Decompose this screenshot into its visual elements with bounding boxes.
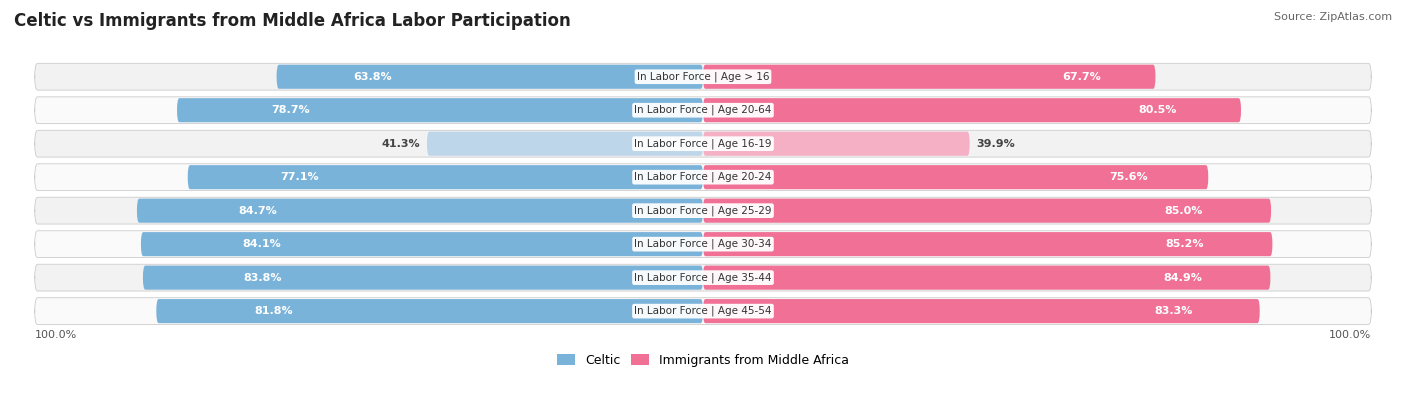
Text: In Labor Force | Age 30-34: In Labor Force | Age 30-34 — [634, 239, 772, 249]
Text: 83.3%: 83.3% — [1154, 306, 1192, 316]
FancyBboxPatch shape — [35, 164, 1371, 190]
Text: 100.0%: 100.0% — [35, 329, 77, 340]
Text: In Labor Force | Age 45-54: In Labor Force | Age 45-54 — [634, 306, 772, 316]
FancyBboxPatch shape — [35, 298, 1371, 325]
FancyBboxPatch shape — [141, 232, 703, 256]
Text: 81.8%: 81.8% — [254, 306, 294, 316]
FancyBboxPatch shape — [703, 299, 1260, 323]
FancyBboxPatch shape — [703, 165, 1208, 189]
Text: 84.7%: 84.7% — [239, 206, 277, 216]
Text: In Labor Force | Age 20-24: In Labor Force | Age 20-24 — [634, 172, 772, 182]
Text: In Labor Force | Age 25-29: In Labor Force | Age 25-29 — [634, 205, 772, 216]
Text: In Labor Force | Age > 16: In Labor Force | Age > 16 — [637, 71, 769, 82]
FancyBboxPatch shape — [35, 197, 1371, 224]
FancyBboxPatch shape — [35, 130, 1371, 157]
FancyBboxPatch shape — [35, 97, 1371, 124]
FancyBboxPatch shape — [427, 132, 703, 156]
FancyBboxPatch shape — [703, 65, 1156, 89]
Text: In Labor Force | Age 20-64: In Labor Force | Age 20-64 — [634, 105, 772, 115]
Text: 75.6%: 75.6% — [1109, 172, 1147, 182]
Text: Source: ZipAtlas.com: Source: ZipAtlas.com — [1274, 12, 1392, 22]
Text: 85.0%: 85.0% — [1164, 206, 1204, 216]
Text: 77.1%: 77.1% — [280, 172, 319, 182]
Text: 63.8%: 63.8% — [353, 72, 392, 82]
FancyBboxPatch shape — [188, 165, 703, 189]
FancyBboxPatch shape — [703, 199, 1271, 223]
FancyBboxPatch shape — [35, 264, 1371, 291]
FancyBboxPatch shape — [703, 232, 1272, 256]
FancyBboxPatch shape — [136, 199, 703, 223]
FancyBboxPatch shape — [35, 63, 1371, 90]
Text: 83.8%: 83.8% — [243, 273, 283, 283]
Text: 39.9%: 39.9% — [976, 139, 1015, 149]
Text: 84.1%: 84.1% — [242, 239, 281, 249]
FancyBboxPatch shape — [703, 132, 970, 156]
FancyBboxPatch shape — [277, 65, 703, 89]
Text: 80.5%: 80.5% — [1137, 105, 1177, 115]
FancyBboxPatch shape — [703, 265, 1271, 290]
FancyBboxPatch shape — [156, 299, 703, 323]
FancyBboxPatch shape — [35, 231, 1371, 258]
Text: 78.7%: 78.7% — [271, 105, 311, 115]
Text: In Labor Force | Age 16-19: In Labor Force | Age 16-19 — [634, 139, 772, 149]
Text: 41.3%: 41.3% — [382, 139, 420, 149]
Text: 85.2%: 85.2% — [1166, 239, 1204, 249]
Text: 67.7%: 67.7% — [1063, 72, 1101, 82]
FancyBboxPatch shape — [143, 265, 703, 290]
Text: 100.0%: 100.0% — [1329, 329, 1371, 340]
Text: In Labor Force | Age 35-44: In Labor Force | Age 35-44 — [634, 273, 772, 283]
Text: 84.9%: 84.9% — [1163, 273, 1202, 283]
Legend: Celtic, Immigrants from Middle Africa: Celtic, Immigrants from Middle Africa — [557, 354, 849, 367]
Text: Celtic vs Immigrants from Middle Africa Labor Participation: Celtic vs Immigrants from Middle Africa … — [14, 12, 571, 30]
FancyBboxPatch shape — [703, 98, 1241, 122]
FancyBboxPatch shape — [177, 98, 703, 122]
